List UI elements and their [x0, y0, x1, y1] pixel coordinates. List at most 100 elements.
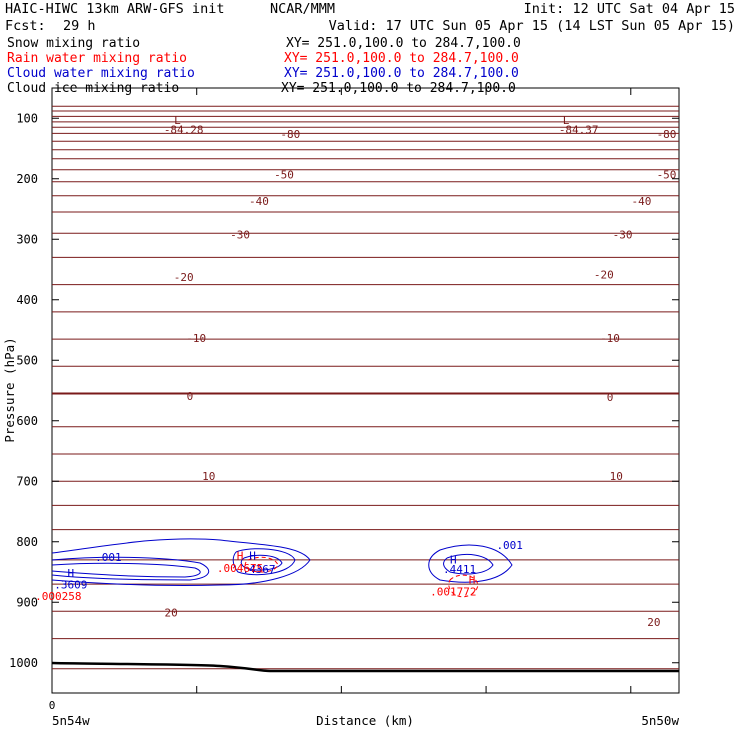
temperature-contour-label: -84.28 [164, 124, 204, 137]
temperature-contour-line [51, 392, 680, 395]
rain-water-label: H [237, 550, 244, 563]
cloud-water-label: .4411 [443, 563, 476, 576]
temperature-contour-line [51, 140, 680, 143]
temperature-contour-line [51, 480, 680, 483]
rain-water-contours [244, 556, 479, 598]
init-time: Init: 12 UTC Sat 04 Apr 15 [524, 1, 735, 17]
temperature-contours [51, 105, 680, 670]
temperature-contour-label: -84.37 [559, 124, 599, 137]
temperature-contour-line [51, 610, 680, 613]
temperature-contour-label: -10 [600, 332, 620, 345]
temperature-contour-line [51, 453, 680, 455]
temperature-contour-label: -40 [249, 195, 269, 208]
temperature-contour-line [51, 105, 680, 108]
x-origin-label: 0 [49, 699, 56, 712]
model-title: HAIC-HIWC 13km ARW-GFS init [5, 1, 224, 17]
cloud-water-contour-west-mid [51, 556, 210, 581]
y-tick-label: 1000 [9, 656, 38, 670]
low-marker: L [563, 114, 570, 127]
cloud-water-label: .001 [496, 539, 523, 552]
temperature-contour-label: -80 [657, 128, 677, 141]
temperature-contour-line [51, 168, 680, 171]
forecast-label: Fcst: [5, 18, 46, 34]
valid-time: Valid: 17 UTC Sun 05 Apr 15 (14 LST Sun … [329, 18, 735, 34]
header: HAIC-HIWC 13km ARW-GFS init NCAR/MMM Ini… [5, 1, 735, 34]
field-snow-xy: XY= 251.0,100.0 to 284.7,100.0 [286, 36, 521, 51]
temperature-contour-line [51, 365, 680, 368]
temperature-contour-label: -20 [594, 268, 614, 281]
cloud-water-contour-west-peak [232, 548, 296, 576]
temperature-contour-line [51, 283, 680, 286]
temperature-contour-label: -30 [230, 228, 250, 241]
y-tick-label: 800 [16, 535, 38, 549]
temperature-contour-line [51, 132, 680, 135]
y-tick-label: 500 [16, 353, 38, 367]
field-cloud-water-xy: XY= 251.0,100.0 to 284.7,100.0 [284, 66, 519, 81]
y-tick-label: 200 [16, 172, 38, 186]
cloud-water-label: H [450, 553, 457, 566]
rain-water-label: .000258 [35, 590, 81, 603]
cloud-water-contour-east-inner [443, 554, 494, 575]
temperature-contour-line [51, 180, 680, 183]
temperature-contour-line [51, 504, 680, 507]
temperature-contour-label: -30 [613, 228, 633, 241]
temperature-contour-label: 20 [164, 607, 177, 620]
cloud-water-label: .3609 [54, 579, 87, 592]
temperature-contour-label: -50 [274, 169, 294, 182]
temperature-contour-label: -20 [174, 271, 194, 284]
temperature-contour-label: -50 [657, 169, 677, 182]
temperature-contour-line [51, 115, 680, 118]
cloud-water-contour-west-outer [51, 538, 311, 587]
temperature-contour-line [51, 310, 680, 313]
field-legend: Snow mixing ratio XY= 251.0,100.0 to 284… [7, 36, 521, 96]
x-axis [51, 88, 632, 693]
org-label: NCAR/MMM [270, 1, 335, 17]
temperature-contour-line [51, 126, 680, 129]
temperature-contour-line [51, 425, 680, 428]
x-left-endpoint: 5n54w [52, 713, 90, 728]
x-axis-title: Distance (km) [316, 713, 414, 728]
y-tick-label: 400 [16, 293, 38, 307]
temperature-contour-line [51, 667, 680, 670]
forecast-hours: 29 h [63, 18, 96, 34]
cloud-water-label: .001 [95, 551, 122, 564]
temperature-contour-label: 10 [610, 470, 623, 483]
y-tick-label: 900 [16, 595, 38, 609]
rain-water-label: H [469, 573, 476, 586]
temperature-contour-line [51, 232, 680, 235]
y-tick-label: 600 [16, 414, 38, 428]
temperature-contour-line [51, 157, 680, 160]
temperature-contour-line [51, 148, 680, 151]
temperature-contour-label: -80 [280, 128, 300, 141]
y-axis-title: Pressure (hPa) [2, 337, 17, 442]
temperature-contour-line [51, 194, 680, 197]
rain-water-label: .001772 [430, 585, 476, 598]
temperature-contour-line [51, 120, 680, 123]
cloud-water-contour-west-peak-inner [240, 554, 283, 571]
temperature-contour-line [51, 110, 680, 112]
cloud-water-label: .4367 [242, 563, 275, 576]
field-cloud-water-name: Cloud water mixing ratio [7, 66, 195, 81]
temperature-contour-line [51, 338, 680, 341]
cloud-water-contour-east-outer [428, 544, 513, 583]
field-rain-name: Rain water mixing ratio [7, 51, 187, 66]
temperature-contour-label: -40 [631, 195, 651, 208]
field-rain-xy: XY= 251.0,100.0 to 284.7,100.0 [284, 51, 519, 66]
temperature-contour-label: 20 [647, 616, 660, 629]
temperature-labels: -84.28 -84.37 -80 -80 -50 -50 -40 -40 -30 -30 -20 -… [164, 114, 677, 629]
plot-frame [51, 87, 680, 694]
cloud-water-label: H [249, 550, 256, 563]
temperature-contour-label: 0 [187, 390, 194, 403]
temperature-contour-line [51, 583, 680, 586]
rain-water-label: .004675 [217, 562, 263, 575]
temperature-contour-line [51, 528, 680, 531]
y-tick-label: 700 [16, 474, 38, 488]
rain-water-contour-west [244, 556, 279, 573]
cloud-water-contours [51, 538, 513, 587]
rain-water-contour-east [448, 574, 479, 598]
temperature-contour-label: 10 [202, 470, 215, 483]
